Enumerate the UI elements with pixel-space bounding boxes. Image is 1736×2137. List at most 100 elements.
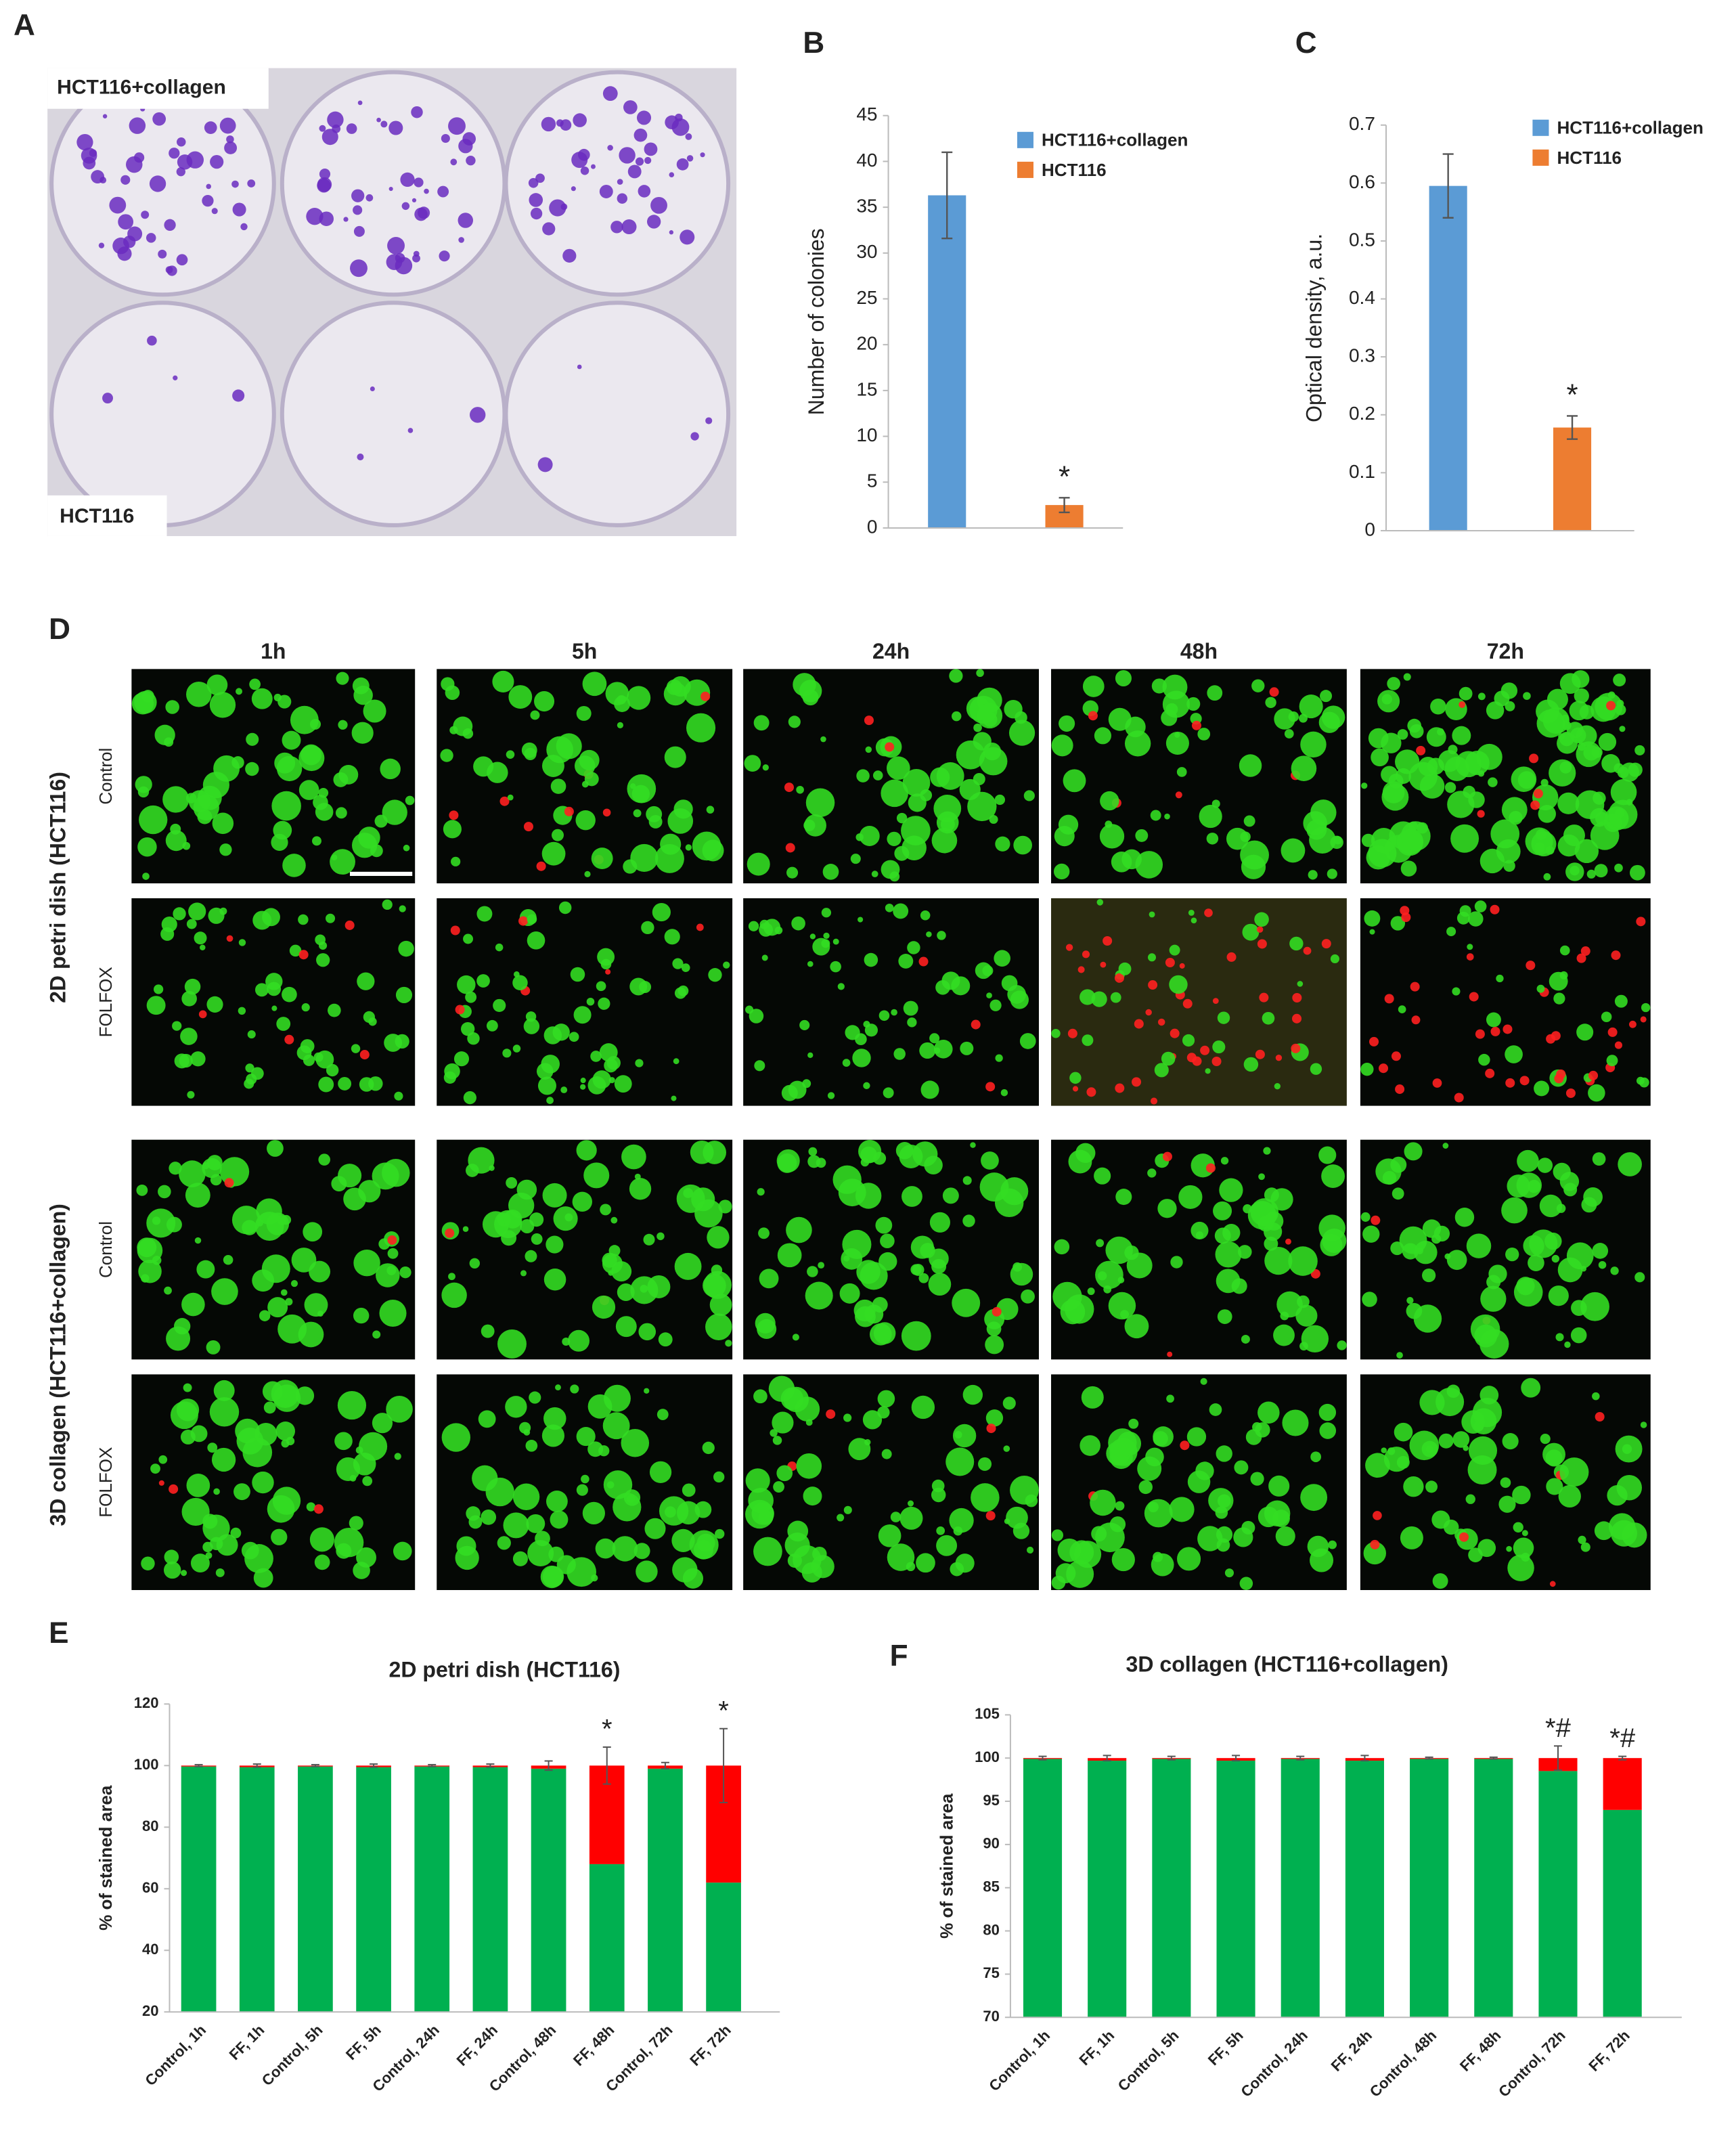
cell xyxy=(1512,1485,1531,1505)
cell xyxy=(1478,1053,1490,1066)
cell xyxy=(335,807,347,819)
cell xyxy=(630,783,636,789)
cell xyxy=(582,1501,605,1524)
cell xyxy=(592,1295,616,1319)
cell xyxy=(1275,1526,1295,1546)
cell xyxy=(981,1151,999,1170)
cell xyxy=(1459,701,1466,708)
cell xyxy=(1486,1012,1501,1028)
cell xyxy=(903,1000,918,1016)
cell xyxy=(1613,674,1626,687)
cell xyxy=(671,1528,695,1552)
colony xyxy=(685,133,692,140)
cell xyxy=(552,829,564,841)
cell xyxy=(1237,1245,1252,1259)
cell xyxy=(576,705,592,721)
cell xyxy=(394,1091,403,1101)
cell xyxy=(1555,1333,1564,1342)
cell xyxy=(1526,961,1536,971)
cell xyxy=(603,1384,631,1412)
cell xyxy=(193,794,219,821)
cell xyxy=(753,1389,767,1404)
cell xyxy=(989,999,1002,1011)
cell xyxy=(306,1502,316,1512)
cell xyxy=(165,830,187,852)
micrograph xyxy=(131,898,416,1106)
cell xyxy=(744,755,761,772)
cell xyxy=(1026,1546,1034,1554)
cell xyxy=(1422,1268,1436,1283)
cell xyxy=(1216,1526,1233,1543)
cell xyxy=(1051,734,1073,757)
cell xyxy=(802,689,819,706)
cell xyxy=(506,750,515,759)
cell xyxy=(265,973,283,990)
row-label: Control xyxy=(95,748,116,805)
cell xyxy=(1381,1447,1387,1453)
cell xyxy=(374,814,388,828)
cell xyxy=(1258,1173,1265,1181)
cell xyxy=(245,1063,254,1073)
y-tick-label: 80 xyxy=(142,1817,159,1834)
cell xyxy=(1197,728,1211,741)
cell xyxy=(1516,1277,1535,1296)
cell xyxy=(1169,975,1188,994)
cell xyxy=(1096,899,1104,906)
cell xyxy=(786,1216,812,1243)
cell xyxy=(604,1058,618,1073)
cell xyxy=(1559,1457,1589,1487)
plate-photo xyxy=(47,68,737,536)
group-label: 3D collagen (HCT116+collagen) xyxy=(46,1204,70,1526)
cell xyxy=(792,1334,799,1341)
label-box xyxy=(47,495,167,536)
cell xyxy=(1580,1292,1609,1321)
cell xyxy=(802,1079,811,1088)
cell xyxy=(570,1384,579,1394)
cell xyxy=(1135,829,1149,842)
colony xyxy=(370,386,375,391)
row-label: FOLFOX xyxy=(95,1447,116,1518)
cell xyxy=(1540,778,1549,787)
cell xyxy=(1556,1204,1566,1213)
cell xyxy=(1634,745,1645,756)
cell xyxy=(527,914,537,925)
cell xyxy=(508,685,533,709)
cell xyxy=(1310,1063,1322,1075)
cell xyxy=(1109,1516,1126,1533)
cell xyxy=(336,1457,361,1482)
cell xyxy=(907,941,920,954)
cell xyxy=(445,1228,455,1238)
cell xyxy=(1452,1431,1470,1448)
cell xyxy=(630,843,659,872)
cell xyxy=(1002,1396,1016,1410)
cell xyxy=(1511,766,1537,792)
cell xyxy=(449,810,459,820)
cell xyxy=(629,1178,652,1200)
colony xyxy=(439,250,450,262)
colony xyxy=(176,254,188,266)
colony xyxy=(623,100,638,114)
cell xyxy=(558,901,572,915)
cell xyxy=(301,1003,310,1012)
cell xyxy=(1588,1070,1599,1080)
column-label: 48h xyxy=(1180,639,1218,663)
cell xyxy=(338,765,359,785)
cell xyxy=(1182,1034,1195,1047)
cell xyxy=(387,1235,397,1245)
x-tick-label: Control, 5h xyxy=(259,2021,326,2089)
cell xyxy=(1611,950,1621,961)
colony xyxy=(466,155,476,166)
cell xyxy=(1575,790,1605,820)
cell xyxy=(1300,731,1327,758)
cell xyxy=(1534,1080,1550,1097)
cell xyxy=(213,1488,220,1495)
cell xyxy=(1310,799,1337,826)
cell xyxy=(1640,1422,1647,1428)
cell xyxy=(839,1283,860,1304)
cell xyxy=(893,1048,906,1060)
cell xyxy=(986,992,992,998)
cell xyxy=(673,1058,680,1065)
x-tick-label: FF, 24h xyxy=(1328,2027,1375,2074)
cell xyxy=(1438,1433,1454,1449)
cell xyxy=(686,713,716,743)
